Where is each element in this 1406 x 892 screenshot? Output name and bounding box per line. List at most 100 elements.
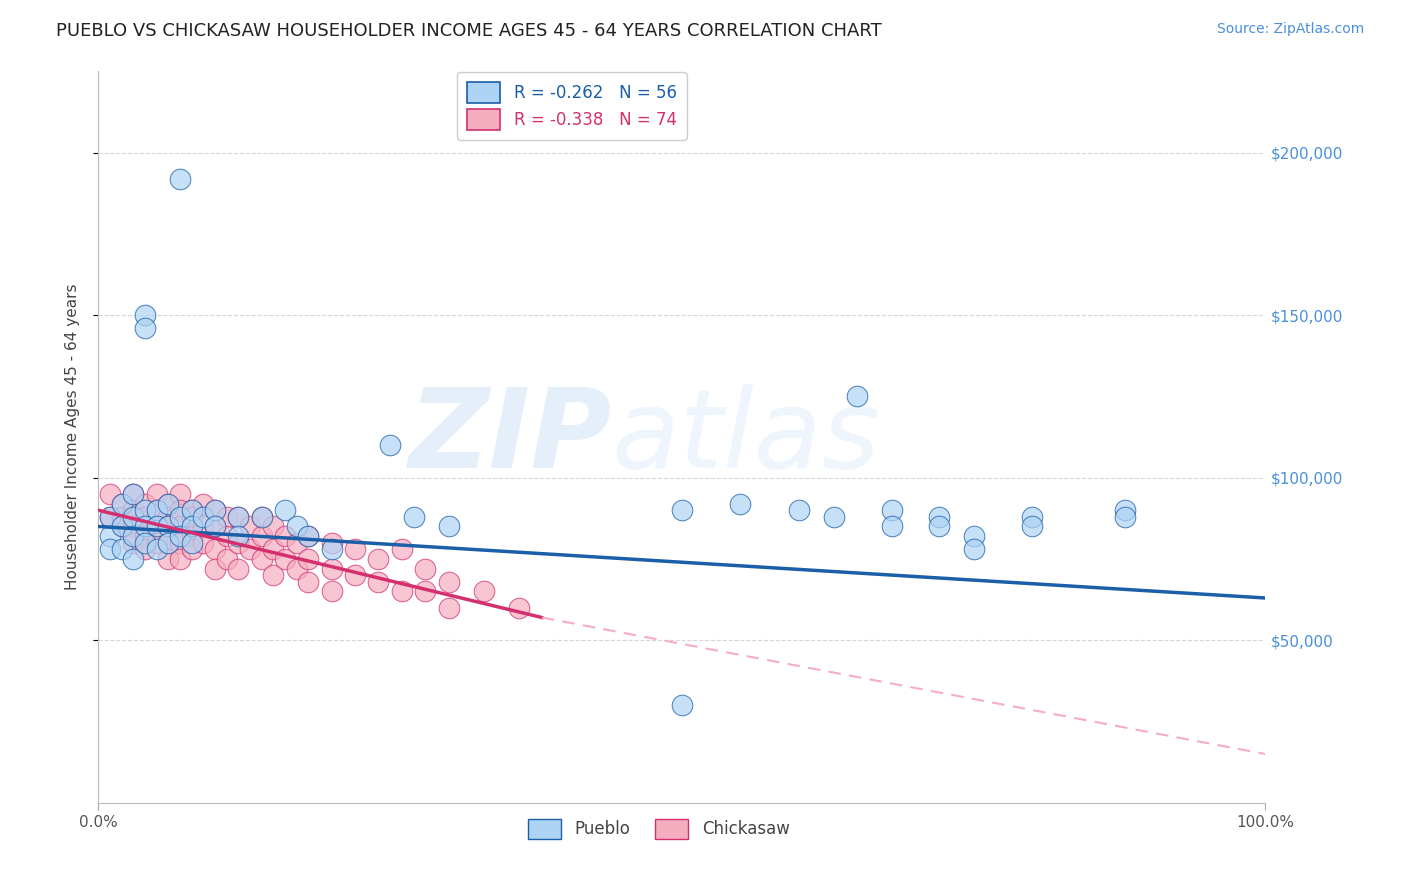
Point (215, 552, 238, 566)
Point (146, 503, 169, 517)
Point (928, 519, 950, 533)
Point (134, 509, 156, 524)
Point (823, 509, 845, 524)
Point (413, 584, 436, 599)
Point (228, 509, 250, 524)
Point (111, 519, 134, 533)
Point (228, 509, 250, 524)
Point (98, 487, 121, 501)
Point (437, 600, 460, 615)
Point (285, 562, 308, 576)
Point (180, 535, 202, 549)
Point (250, 552, 273, 566)
Point (157, 497, 180, 511)
Point (146, 519, 169, 533)
Point (321, 542, 343, 557)
Point (285, 519, 308, 533)
Point (285, 535, 308, 549)
Point (1114, 509, 1136, 524)
Point (880, 519, 903, 533)
Point (846, 389, 869, 403)
Point (380, 438, 402, 452)
Point (193, 519, 215, 533)
Point (262, 568, 284, 582)
Point (111, 497, 134, 511)
Point (297, 552, 319, 566)
Point (250, 529, 273, 543)
Point (215, 509, 238, 524)
Point (250, 509, 273, 524)
Point (508, 600, 530, 615)
Point (157, 509, 180, 524)
Point (274, 552, 297, 566)
Point (367, 552, 389, 566)
Point (146, 519, 169, 533)
Point (180, 509, 202, 524)
Point (169, 519, 191, 533)
Point (134, 519, 156, 533)
Point (169, 535, 191, 549)
Point (122, 503, 145, 517)
Point (122, 552, 145, 566)
Point (122, 509, 145, 524)
Point (111, 542, 134, 557)
Point (157, 519, 180, 533)
Point (122, 487, 145, 501)
Point (671, 698, 693, 713)
Point (134, 308, 156, 322)
Point (962, 542, 984, 557)
Point (111, 519, 134, 533)
Point (204, 503, 226, 517)
Point (391, 542, 413, 557)
Point (122, 487, 145, 501)
Point (169, 552, 191, 566)
Point (472, 584, 495, 599)
Point (437, 574, 460, 589)
Text: ZIP: ZIP (408, 384, 612, 491)
Legend: Pueblo, Chickasaw: Pueblo, Chickasaw (520, 812, 796, 846)
Point (146, 487, 169, 501)
Point (880, 503, 903, 517)
Point (228, 529, 250, 543)
Text: Source: ZipAtlas.com: Source: ZipAtlas.com (1216, 22, 1364, 37)
Point (146, 535, 169, 549)
Point (1021, 519, 1043, 533)
Point (122, 519, 145, 533)
Point (204, 542, 226, 557)
Point (297, 574, 319, 589)
Point (437, 519, 460, 533)
Point (391, 584, 413, 599)
Point (204, 562, 226, 576)
Point (180, 542, 202, 557)
Point (671, 503, 693, 517)
Point (180, 519, 202, 533)
Point (321, 535, 343, 549)
Text: PUEBLO VS CHICKASAW HOUSEHOLDER INCOME AGES 45 - 64 YEARS CORRELATION CHART: PUEBLO VS CHICKASAW HOUSEHOLDER INCOME A… (56, 22, 882, 40)
Point (157, 535, 180, 549)
Point (134, 321, 156, 335)
Point (239, 519, 262, 533)
Point (180, 529, 202, 543)
Point (1021, 509, 1043, 524)
Point (413, 562, 436, 576)
Point (228, 535, 250, 549)
Point (239, 542, 262, 557)
Point (402, 509, 425, 524)
Point (98, 509, 121, 524)
Point (169, 529, 191, 543)
Point (730, 497, 752, 511)
Point (193, 497, 215, 511)
Point (169, 487, 191, 501)
Point (250, 509, 273, 524)
Point (787, 503, 810, 517)
Point (204, 503, 226, 517)
Point (215, 529, 238, 543)
Point (134, 535, 156, 549)
Point (1114, 503, 1136, 517)
Point (98, 509, 121, 524)
Point (134, 497, 156, 511)
Point (204, 519, 226, 533)
Point (193, 535, 215, 549)
Point (146, 503, 169, 517)
Point (274, 503, 297, 517)
